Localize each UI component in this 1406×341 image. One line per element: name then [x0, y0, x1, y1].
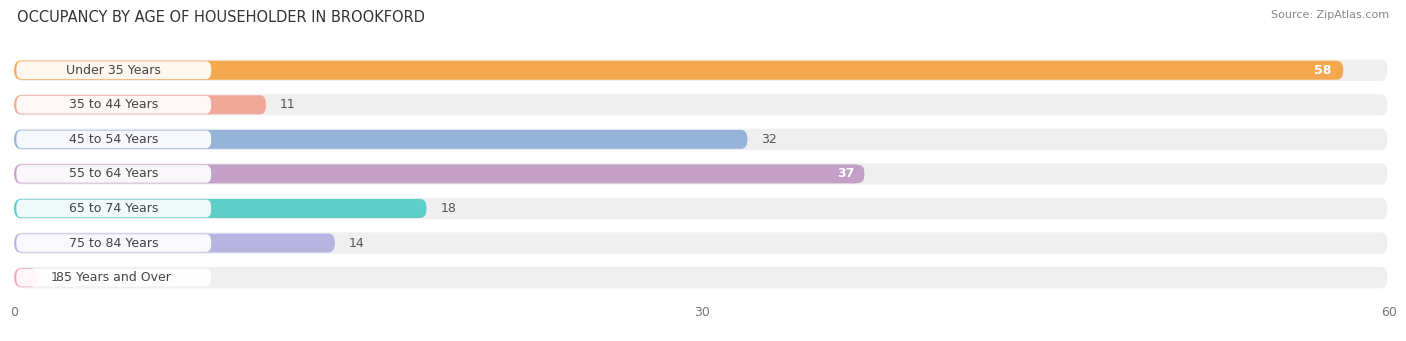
FancyBboxPatch shape — [14, 268, 37, 287]
FancyBboxPatch shape — [17, 131, 211, 148]
FancyBboxPatch shape — [828, 165, 865, 183]
Text: 11: 11 — [280, 98, 295, 111]
FancyBboxPatch shape — [17, 234, 211, 252]
FancyBboxPatch shape — [14, 127, 1389, 152]
FancyBboxPatch shape — [14, 95, 266, 114]
FancyBboxPatch shape — [14, 231, 1389, 255]
Text: Under 35 Years: Under 35 Years — [66, 64, 162, 77]
Text: 58: 58 — [1315, 64, 1331, 77]
FancyBboxPatch shape — [14, 162, 1389, 186]
Text: 85 Years and Over: 85 Years and Over — [56, 271, 172, 284]
Text: 35 to 44 Years: 35 to 44 Years — [69, 98, 159, 111]
FancyBboxPatch shape — [14, 265, 1389, 290]
Text: OCCUPANCY BY AGE OF HOUSEHOLDER IN BROOKFORD: OCCUPANCY BY AGE OF HOUSEHOLDER IN BROOK… — [17, 10, 425, 25]
Text: 65 to 74 Years: 65 to 74 Years — [69, 202, 159, 215]
FancyBboxPatch shape — [17, 200, 211, 217]
Text: Source: ZipAtlas.com: Source: ZipAtlas.com — [1271, 10, 1389, 20]
FancyBboxPatch shape — [17, 61, 211, 79]
FancyBboxPatch shape — [14, 199, 426, 218]
FancyBboxPatch shape — [14, 61, 1343, 80]
FancyBboxPatch shape — [17, 165, 211, 183]
Text: 1: 1 — [51, 271, 59, 284]
FancyBboxPatch shape — [14, 196, 1389, 221]
FancyBboxPatch shape — [14, 58, 1389, 83]
Text: 32: 32 — [761, 133, 778, 146]
Text: 37: 37 — [838, 167, 855, 180]
Text: 55 to 64 Years: 55 to 64 Years — [69, 167, 159, 180]
Text: 75 to 84 Years: 75 to 84 Years — [69, 237, 159, 250]
FancyBboxPatch shape — [17, 96, 211, 114]
FancyBboxPatch shape — [14, 92, 1389, 117]
FancyBboxPatch shape — [14, 130, 748, 149]
FancyBboxPatch shape — [14, 234, 335, 253]
Text: 14: 14 — [349, 237, 364, 250]
FancyBboxPatch shape — [17, 269, 211, 286]
Text: 18: 18 — [440, 202, 456, 215]
FancyBboxPatch shape — [14, 164, 862, 183]
Text: 45 to 54 Years: 45 to 54 Years — [69, 133, 159, 146]
